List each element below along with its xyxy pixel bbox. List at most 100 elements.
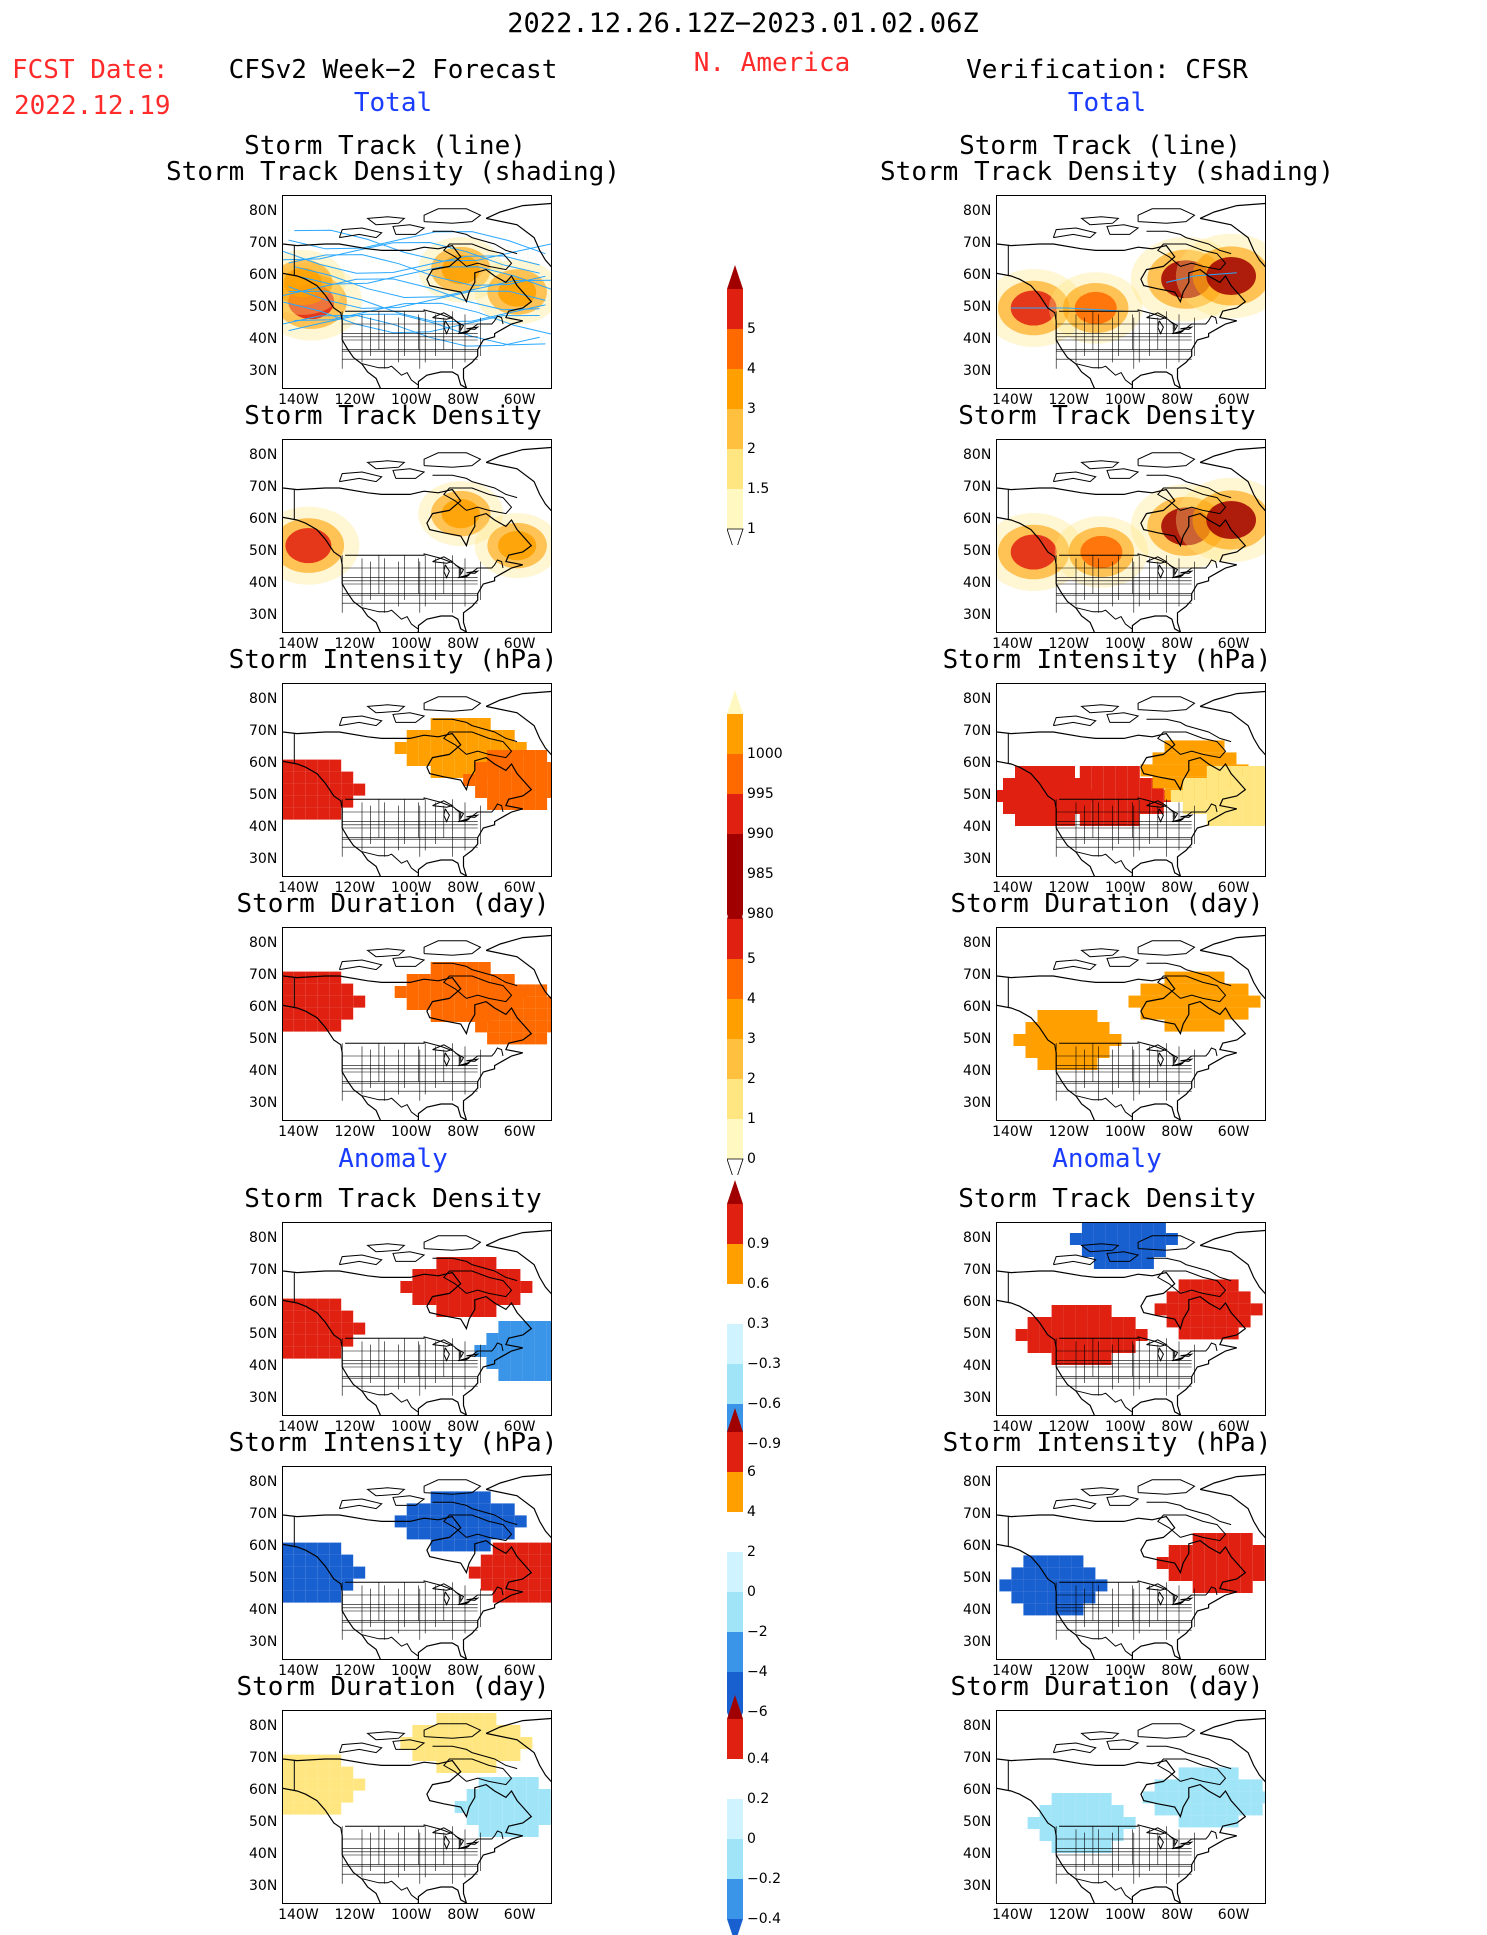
grid-cell — [1040, 1829, 1052, 1841]
grid-cell — [305, 1008, 317, 1020]
grid-cell — [503, 1503, 515, 1515]
grid-cell — [329, 1347, 341, 1359]
lon-tick-label: 140W — [278, 1663, 319, 1679]
grid-cell — [469, 1567, 481, 1579]
lon-tick-label: 100W — [1105, 1419, 1146, 1435]
grid-cell — [305, 784, 317, 796]
grid-cell — [329, 996, 341, 1008]
grid-cell — [493, 1543, 505, 1555]
grid-cell — [493, 1555, 505, 1567]
grid-cell — [1231, 814, 1243, 826]
colorbar-segment — [727, 794, 743, 834]
grid-cell — [341, 796, 353, 808]
lat-tick-label: 50N — [249, 787, 277, 803]
grid-cell — [1038, 1010, 1050, 1022]
grid-cell — [1217, 1557, 1229, 1569]
grid-cell — [1263, 1791, 1265, 1803]
grid-cell — [1140, 778, 1152, 790]
grid-cell — [999, 1579, 1011, 1591]
grid-cell — [1080, 766, 1092, 778]
grid-cell — [1142, 1257, 1154, 1269]
lon-tick-label: 140W — [278, 636, 319, 652]
colorbar-segment — [727, 1472, 743, 1512]
grid-cell — [1028, 1329, 1040, 1341]
grid-cell — [1080, 814, 1092, 826]
lat-tick-label: 40N — [963, 1846, 991, 1862]
grid-cell — [1100, 1353, 1112, 1365]
grid-cell — [1062, 1022, 1074, 1034]
lon-tick-label: 60W — [1218, 392, 1250, 408]
lat-tick-label: 70N — [249, 1262, 277, 1278]
colorbar-bottom-arrow — [727, 529, 743, 545]
island-outline — [1107, 957, 1138, 967]
island-outline — [368, 949, 405, 957]
grid-cell — [546, 1357, 551, 1369]
grid-cell — [329, 1311, 341, 1323]
grid-cell — [1088, 1805, 1100, 1817]
grid-cell — [1015, 802, 1027, 814]
colorbar-segment — [727, 449, 743, 489]
grid-cell — [1142, 1223, 1154, 1233]
grid-cell — [443, 1010, 455, 1022]
grid-cell — [1203, 1327, 1215, 1339]
lon-tick-label: 60W — [504, 1663, 536, 1679]
obs-track-line-title: Storm Track (line) — [959, 133, 1241, 160]
grid-cell — [305, 996, 317, 1008]
grid-cell — [499, 786, 511, 798]
lat-tick-label: 70N — [249, 479, 277, 495]
lake-outline — [1158, 565, 1164, 578]
lat-tick-label: 60N — [963, 1782, 991, 1798]
grid-cell — [523, 1008, 535, 1020]
grid-cell — [1064, 1817, 1076, 1829]
colorbar-label: −4 — [747, 1664, 768, 1680]
fc-total-duration-svg — [283, 928, 551, 1120]
colorbar-label: 4 — [747, 1504, 756, 1520]
grid-cell — [510, 1321, 522, 1333]
lat-tick-label: 30N — [963, 363, 991, 379]
grid-cell — [1152, 790, 1164, 802]
grid-cell — [448, 1713, 460, 1725]
grid-cell — [341, 1323, 353, 1335]
grid-cell — [1023, 1603, 1035, 1615]
lon-tick-label: 120W — [335, 636, 376, 652]
grid-cell — [467, 1527, 479, 1539]
grid-cell — [293, 1299, 305, 1311]
lat-tick-label: 70N — [963, 235, 991, 251]
grid-cell — [1203, 1279, 1215, 1291]
grid-cell — [353, 784, 365, 796]
grid-cell — [467, 1789, 479, 1801]
grid-cell — [496, 1749, 508, 1761]
grid-cell — [1104, 790, 1116, 802]
lon-tick-label: 120W — [335, 392, 376, 408]
grid-cell — [539, 1813, 551, 1825]
grid-cell — [1165, 752, 1177, 764]
lat-tick-label: 60N — [963, 755, 991, 771]
colorbar-label: 985 — [747, 866, 774, 882]
grid-cell — [1082, 1223, 1094, 1233]
grid-cell — [1003, 790, 1015, 802]
lat-tick-label: 30N — [963, 851, 991, 867]
lake-outline — [1158, 1348, 1164, 1361]
grid-cell — [305, 808, 317, 820]
grid-cell — [1100, 1305, 1112, 1317]
obs-total-track-map — [996, 195, 1266, 389]
grid-cell — [515, 1801, 527, 1813]
grid-cell — [1074, 1058, 1086, 1070]
grid-cell — [1167, 1291, 1179, 1303]
grid-cell — [1229, 1533, 1241, 1545]
lon-tick-label: 60W — [1218, 1124, 1250, 1140]
grid-cell — [1076, 1353, 1088, 1365]
grid-cell — [539, 1789, 551, 1801]
grid-cell — [1083, 1591, 1095, 1603]
lon-tick-label: 140W — [278, 1907, 319, 1923]
grid-cell — [1083, 1567, 1095, 1579]
grid-cell — [1153, 1008, 1165, 1020]
grid-cell — [1023, 1579, 1035, 1591]
lat-tick-label: 40N — [249, 575, 277, 591]
grid-cell — [1074, 1034, 1086, 1046]
grid-cell — [293, 996, 305, 1008]
grid-cell — [1183, 778, 1195, 790]
grid-cell — [1098, 1034, 1110, 1046]
lon-tick-label: 140W — [992, 1907, 1033, 1923]
grid-cell — [1251, 1779, 1263, 1791]
